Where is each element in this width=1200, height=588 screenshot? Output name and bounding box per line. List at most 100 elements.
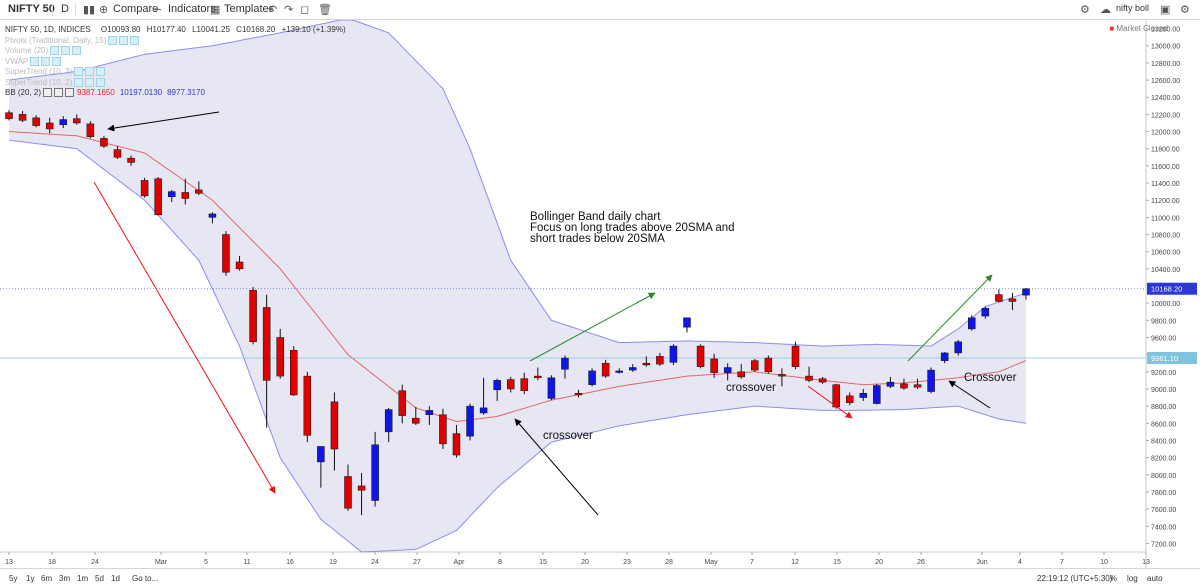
- study-row[interactable]: Volume (20): [5, 46, 346, 57]
- range-5d[interactable]: 5d: [95, 574, 104, 583]
- close-icon[interactable]: [72, 46, 82, 56]
- last-price-badge: [1147, 282, 1197, 295]
- legend-low: L10041.25: [192, 25, 230, 34]
- candle-body: [832, 384, 840, 408]
- candle-body: [873, 385, 881, 404]
- range-1d[interactable]: 1d: [111, 574, 120, 583]
- candle-body: [913, 384, 922, 388]
- close-icon[interactable]: [96, 67, 106, 77]
- range-3m[interactable]: 3m: [59, 574, 71, 583]
- percent-toggle[interactable]: %: [1110, 574, 1118, 583]
- annotation-arrow: [93, 181, 276, 494]
- range-6m[interactable]: 6m: [41, 574, 53, 583]
- cloud-icon[interactable]: ☁: [1100, 4, 1111, 16]
- y-tick-label: 13200.00: [1151, 27, 1180, 34]
- settings-icon[interactable]: [54, 88, 64, 98]
- candle-body: [764, 357, 773, 373]
- y-tick-label: 10000.00: [1151, 301, 1180, 308]
- range-1y[interactable]: 1y: [26, 574, 35, 583]
- bottom-toolbar: 5y 1y 6m 3m 1m 5d 1d Go to... 22:19:12 (…: [0, 568, 1200, 588]
- settings-gear-icon[interactable]: ⚙: [1180, 4, 1190, 16]
- study-row[interactable]: SuperTrend (10, 2): [5, 78, 346, 89]
- candle-body: [154, 178, 162, 216]
- goto-button[interactable]: Go to...: [132, 574, 159, 583]
- trash-icon[interactable]: 🗑: [318, 4, 332, 16]
- y-tick-label: 8400.00: [1151, 438, 1176, 445]
- close-icon[interactable]: [96, 77, 106, 87]
- undo-icon[interactable]: ↶: [268, 4, 278, 16]
- x-tick-label: 7: [1060, 559, 1064, 566]
- study-row[interactable]: VWAP: [5, 57, 346, 68]
- indicators-button[interactable]: Indicators: [168, 3, 216, 15]
- settings-icon[interactable]: [85, 67, 95, 77]
- templates-icon[interactable]: ▦: [210, 4, 221, 16]
- settings-icon[interactable]: [61, 46, 71, 56]
- range-5y[interactable]: 5y: [9, 574, 18, 583]
- candle-body: [222, 234, 230, 273]
- settings-icon[interactable]: [85, 77, 95, 87]
- candle-body: [791, 345, 800, 367]
- y-tick-label: 11600.00: [1151, 164, 1180, 171]
- snapshot-icon[interactable]: ▣: [1160, 4, 1171, 16]
- eye-icon[interactable]: [74, 67, 84, 77]
- bb-study-row[interactable]: BB (20, 2) 9387.1650 10197.0130 8977.3170: [5, 88, 346, 99]
- candle-body: [493, 380, 501, 391]
- candle-body: [371, 444, 379, 501]
- close-icon[interactable]: [65, 88, 75, 98]
- study-row[interactable]: Pivots (Traditional, Daily, 15): [5, 36, 346, 47]
- interval-button[interactable]: D: [61, 3, 69, 15]
- compare-button[interactable]: Compare: [113, 3, 159, 15]
- x-tick-label: Jun: [976, 559, 987, 566]
- eye-icon[interactable]: [43, 88, 53, 98]
- chart-area[interactable]: 7200.00 7400.00 7600.00 7800.00 8000.00 8200.…: [0, 20, 1200, 568]
- candle-body: [249, 290, 257, 343]
- eye-icon[interactable]: [30, 56, 40, 66]
- settings-icon[interactable]: ⚙: [1080, 4, 1090, 16]
- settings-icon[interactable]: [119, 35, 129, 45]
- divider: [52, 3, 53, 16]
- eye-icon[interactable]: [108, 35, 118, 45]
- y-tick-label: 10600.00: [1151, 250, 1180, 257]
- compare-icon[interactable]: ⊕: [99, 4, 109, 16]
- y-tick-label: 8200.00: [1151, 456, 1176, 463]
- candle-body: [954, 341, 962, 354]
- candle-body: [927, 369, 935, 392]
- candle-body: [737, 371, 745, 378]
- indicators-icon[interactable]: ∽: [153, 4, 163, 16]
- price-chart[interactable]: 7200.00 7400.00 7600.00 7800.00 8000.00 8200.…: [0, 20, 1200, 568]
- fullscreen-icon[interactable]: ◻: [300, 4, 310, 16]
- candle-body: [140, 180, 149, 197]
- x-tick-label: 13: [5, 559, 13, 566]
- bb-label: BB (20, 2): [5, 88, 42, 97]
- y-tick-label: 12200.00: [1151, 112, 1180, 119]
- candle-body: [5, 112, 13, 119]
- close-icon[interactable]: [52, 56, 62, 66]
- candle-body: [398, 390, 406, 416]
- annotation-arrow: [529, 292, 656, 362]
- templates-button[interactable]: Templates: [224, 3, 275, 15]
- redo-icon[interactable]: ↷: [284, 4, 294, 16]
- auto-toggle[interactable]: auto: [1147, 574, 1163, 583]
- x-tick-label: 19: [329, 559, 337, 566]
- candle-body: [479, 407, 488, 414]
- candle-body: [723, 367, 732, 373]
- bar-style-icon[interactable]: ▮▮: [83, 4, 96, 16]
- study-row[interactable]: SuperTrend (10, 3): [5, 67, 346, 78]
- y-tick-label: 7800.00: [1151, 490, 1176, 497]
- candle-body: [506, 379, 515, 390]
- log-toggle[interactable]: log: [1127, 574, 1138, 583]
- y-tick-label: 11400.00: [1151, 181, 1180, 188]
- eye-icon[interactable]: [74, 77, 84, 87]
- layout-name[interactable]: nifty boll: [1116, 3, 1150, 13]
- range-1m[interactable]: 1m: [77, 574, 89, 583]
- candle-body: [615, 370, 623, 373]
- x-tick-label: 23: [623, 559, 631, 566]
- bb-value-1: 9387.1650: [77, 88, 115, 97]
- candle-body: [384, 409, 393, 433]
- candle-body: [588, 370, 596, 385]
- close-icon[interactable]: [130, 35, 140, 45]
- bb-upper-line: [8, 20, 1027, 347]
- eye-icon[interactable]: [50, 46, 60, 56]
- symbol-search[interactable]: NIFTY 50: [8, 3, 55, 15]
- settings-icon[interactable]: [41, 56, 51, 66]
